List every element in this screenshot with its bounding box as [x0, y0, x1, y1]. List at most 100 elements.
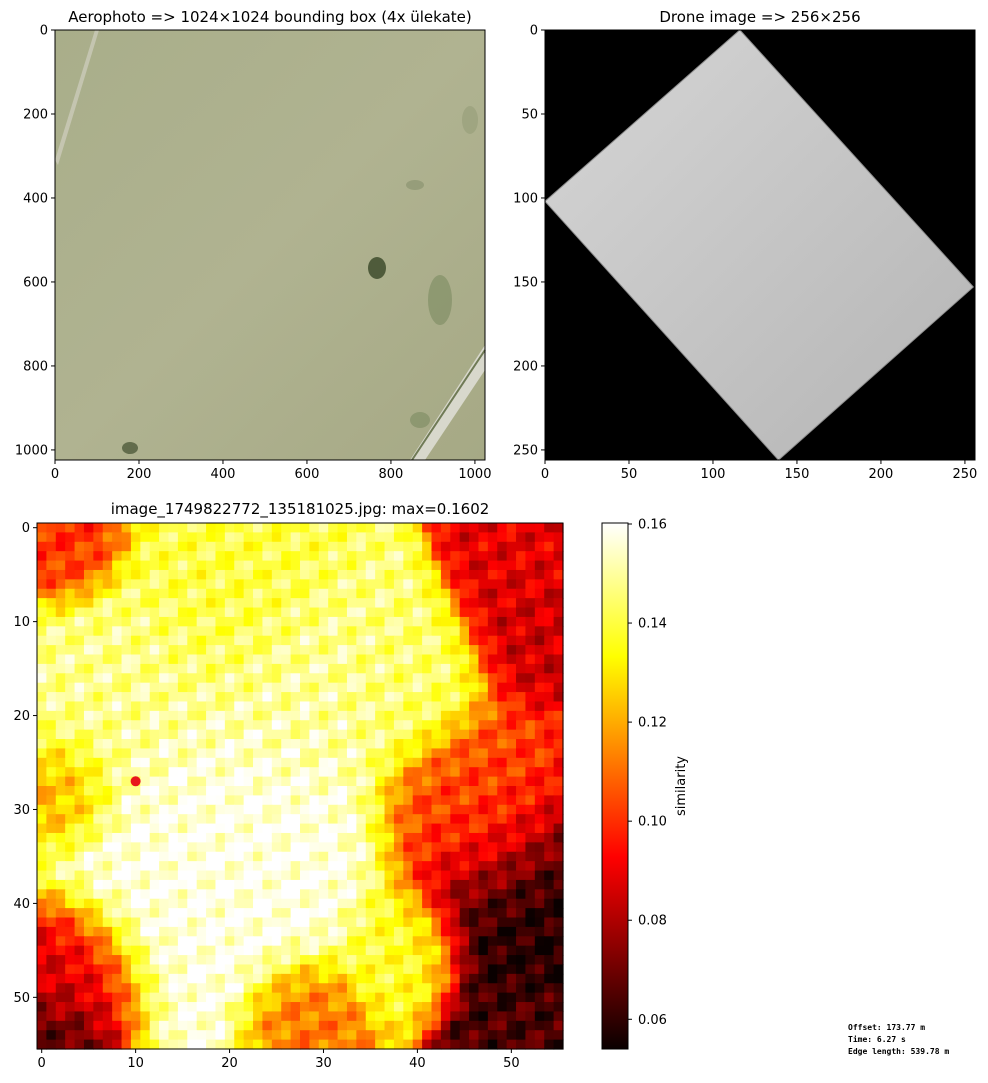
heatmap-cell — [459, 682, 470, 693]
heatmap-cell — [93, 964, 104, 975]
heatmap-cell — [281, 992, 292, 1003]
heatmap-cell — [281, 832, 292, 843]
heatmap-cell — [234, 748, 245, 759]
heatmap-cell — [431, 1011, 442, 1022]
heatmap-cell — [112, 898, 123, 909]
heatmap-cell — [506, 1030, 517, 1041]
heatmap-cell — [440, 955, 451, 966]
heatmap-cell — [281, 795, 292, 806]
heatmap-cell — [384, 917, 395, 928]
heatmap-cell — [74, 729, 85, 740]
heatmap-cell — [196, 720, 207, 731]
heatmap-cell — [187, 936, 198, 947]
heatmap-cell — [37, 804, 47, 815]
heatmap-cell — [497, 983, 508, 994]
heatmap-cell — [450, 579, 461, 590]
heatmap-cell — [544, 701, 555, 712]
heatmap-cell — [375, 607, 386, 618]
heatmap-cell — [469, 720, 480, 731]
heatmap-cell — [365, 832, 376, 843]
heatmap-cell — [121, 992, 132, 1003]
heatmap-cell — [140, 1039, 151, 1050]
heatmap-cell — [234, 1011, 245, 1022]
heatmap-cell — [149, 908, 160, 919]
heatmap-cell — [234, 955, 245, 966]
heatmap-cell — [328, 645, 339, 656]
heatmap-cell — [525, 767, 536, 778]
heatmap-cell — [525, 851, 536, 862]
heatmap-cell — [412, 870, 423, 881]
heatmap-cell — [130, 739, 141, 750]
heatmap-cell — [290, 973, 301, 984]
heatmap-cell — [365, 701, 376, 712]
heatmap-cell — [281, 523, 292, 533]
heatmap-cell — [93, 729, 104, 740]
heatmap-cell — [534, 607, 545, 618]
heatmap-cell — [140, 823, 151, 834]
heatmap-cell — [431, 861, 442, 872]
heatmap-cell — [309, 964, 320, 975]
heatmap-cell — [309, 945, 320, 956]
heatmap-cell — [112, 748, 123, 759]
heatmap-cell — [112, 832, 123, 843]
heatmap-cell — [478, 786, 489, 796]
heatmap-cell — [469, 992, 480, 1003]
heatmap-cell — [168, 1039, 179, 1050]
heatmap-cell — [346, 579, 357, 590]
heatmap-cell — [102, 870, 113, 881]
heatmap-cell — [65, 842, 76, 853]
heatmap-cell — [130, 908, 141, 919]
heatmap-cell — [55, 926, 66, 937]
heatmap-cell — [431, 692, 442, 703]
heatmap-cell — [440, 729, 451, 740]
heatmap-cell — [544, 823, 555, 834]
heatmap-xtick-label: 30 — [315, 1056, 332, 1071]
heatmap-cell — [206, 964, 217, 975]
heatmap-cell — [215, 842, 226, 853]
heatmap-cell — [384, 992, 395, 1003]
heatmap-cell — [55, 569, 66, 580]
heatmap-cell — [112, 870, 123, 881]
heatmap-cell — [55, 823, 66, 834]
heatmap-cell — [375, 786, 386, 796]
heatmap-cell — [534, 626, 545, 637]
heatmap-cell — [55, 983, 66, 994]
heatmap-cell — [393, 523, 404, 533]
heatmap-cell — [234, 710, 245, 721]
heatmap-cell — [234, 739, 245, 750]
heatmap-cell — [506, 579, 517, 590]
heatmap-cell — [553, 710, 564, 721]
heatmap-cell — [121, 861, 132, 872]
heatmap-cell — [309, 720, 320, 731]
heatmap-cell — [65, 879, 76, 890]
heatmap-cell — [365, 551, 376, 562]
heatmap-cell — [469, 645, 480, 656]
heatmap-cell — [46, 804, 57, 815]
heatmap-cell — [215, 795, 226, 806]
heatmap-cell — [37, 682, 47, 693]
heatmap-cell — [140, 870, 151, 881]
heatmap-cell — [346, 964, 357, 975]
heatmap-cell — [262, 814, 273, 825]
heatmap-cell — [168, 936, 179, 947]
heatmap-cell — [553, 1002, 564, 1013]
heatmap-cell — [224, 992, 235, 1003]
heatmap-cell — [290, 532, 301, 543]
heatmap-cell — [83, 1002, 94, 1013]
heatmap-cell — [393, 908, 404, 919]
heatmap-cell — [196, 626, 207, 637]
max-similarity-marker — [130, 776, 141, 787]
heatmap-cell — [487, 739, 498, 750]
heatmap-cell — [262, 673, 273, 684]
heatmap-cell — [271, 936, 282, 947]
heatmap-cell — [187, 626, 198, 637]
heatmap-cell — [55, 767, 66, 778]
heatmap-cell — [450, 936, 461, 947]
heatmap-cell — [506, 701, 517, 712]
colorbar-tick-label: 0.08 — [638, 914, 667, 929]
heatmap-cell — [375, 964, 386, 975]
heatmap-cell — [281, 560, 292, 571]
heatmap-cell — [121, 964, 132, 975]
heatmap-cell — [206, 776, 217, 787]
heatmap-cell — [412, 579, 423, 590]
